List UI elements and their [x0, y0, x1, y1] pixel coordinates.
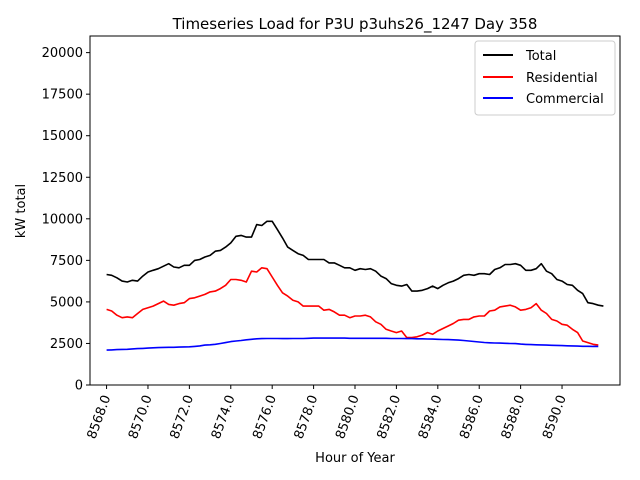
y-tick-label: 5000: [50, 295, 83, 310]
y-tick-label: 2500: [50, 337, 83, 352]
x-axis: 8568.0 8570.0 8572.0 8574.0 8576.0 8578.0 8580…: [85, 385, 570, 441]
legend-label-commercial: Commercial: [526, 92, 604, 107]
y-tick-label: 15000: [42, 129, 83, 144]
legend-label-total: Total: [525, 49, 556, 64]
legend-box: [474, 40, 616, 116]
y-tick-label: 17500: [42, 88, 83, 103]
series-line-residential: [106, 266, 599, 346]
x-tick-label: 8572.0: [167, 393, 197, 441]
legend-label-residential: Residential: [526, 71, 598, 86]
legend: Total Residential Commercial: [474, 40, 616, 116]
y-tick-label: 0: [75, 379, 83, 394]
x-tick-label: 8590.0: [540, 393, 570, 441]
x-tick-label: 8586.0: [457, 393, 487, 441]
chart-title: Timeseries Load for P3U p3uhs26_1247 Day…: [172, 15, 538, 34]
y-tick-label: 7500: [50, 254, 83, 269]
x-tick-label: 8576.0: [250, 393, 280, 441]
series-line-commercial: [106, 337, 599, 351]
x-tick-label: 8574.0: [209, 393, 239, 441]
x-axis-label: Hour of Year: [315, 451, 395, 466]
x-tick-label: 8582.0: [375, 393, 405, 441]
y-axis: 0 2500 5000 7500 10000 12500 15000 17500 20000: [42, 46, 90, 394]
y-tick-label: 20000: [42, 46, 83, 61]
y-axis-label: kW total: [14, 184, 29, 238]
x-tick-label: 8578.0: [292, 393, 322, 441]
y-tick-label: 10000: [42, 212, 83, 227]
series-line-total: [106, 220, 604, 307]
y-tick-label: 12500: [42, 171, 83, 186]
x-tick-label: 8584.0: [416, 393, 446, 441]
series-layer: [106, 220, 604, 351]
x-tick-label: 8580.0: [333, 393, 363, 441]
x-tick-label: 8568.0: [85, 393, 115, 441]
x-tick-label: 8588.0: [499, 393, 529, 441]
x-tick-label: 8570.0: [126, 393, 156, 441]
